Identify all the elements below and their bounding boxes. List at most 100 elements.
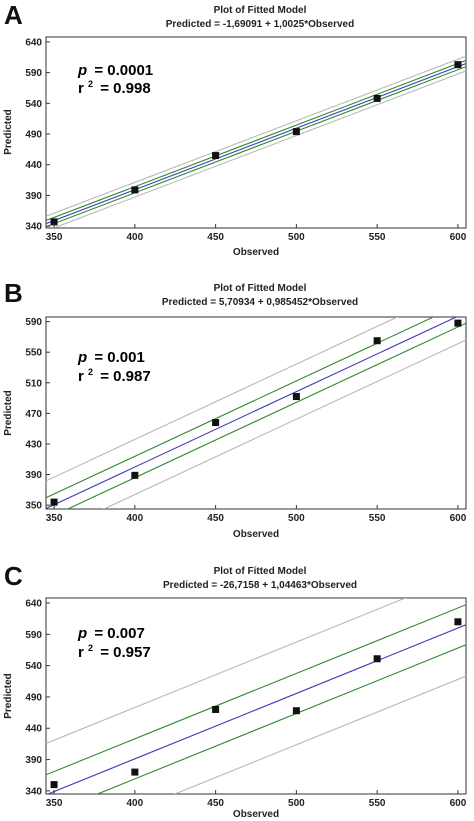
x-tick-label-c-400: 400	[127, 798, 144, 809]
p-number-c: = 0.007	[94, 625, 144, 642]
y-axis-label-a: Predicted	[3, 109, 14, 155]
p-value-c: p = 0.007	[77, 625, 145, 642]
panel-c: C Plot of Fitted Model Predicted = -26,7…	[3, 561, 467, 820]
y-tick-label-c-340: 340	[25, 786, 42, 797]
data-point-c-5	[373, 655, 381, 663]
x-tick-label-b-550: 550	[369, 513, 386, 524]
y-ticks-c: 340 390 440 490 540 590 640	[25, 599, 50, 797]
prediction-lower-line-b	[102, 339, 466, 509]
x-tick-label-b-450: 450	[207, 513, 224, 524]
data-point-c-4	[292, 707, 300, 715]
data-point-c-6	[454, 618, 462, 626]
r2-symbol-a: r	[78, 80, 84, 97]
data-point-a-5	[373, 94, 381, 102]
y-tick-label-c-440: 440	[25, 724, 42, 735]
data-point-a-2	[131, 186, 139, 194]
r2-sup-a: 2	[88, 79, 93, 89]
plot-lines-a	[46, 55, 466, 228]
confidence-upper-line-a	[46, 59, 466, 222]
plot-points-c	[50, 618, 462, 789]
r2-symbol-b: r	[78, 368, 84, 385]
fitted-line-b	[46, 317, 458, 509]
panel-letter-c: C	[4, 561, 23, 591]
p-symbol-c: p	[77, 625, 87, 642]
x-ticks-a: 350 400 450 500 550 600	[46, 224, 467, 243]
prediction-upper-line-c	[46, 598, 407, 744]
panel-letter-b: B	[4, 278, 23, 308]
chart-subtitle-c: Predicted = -26,7158 + 1,04463*Observed	[163, 580, 357, 591]
y-tick-label-a-590: 590	[25, 68, 42, 79]
p-number-a: = 0.0001	[94, 62, 153, 79]
data-point-a-4	[292, 128, 300, 136]
y-ticks-a: 340 390 440 490 540 590 640	[25, 37, 50, 233]
chart-title-a: Plot of Fitted Model	[214, 5, 307, 16]
confidence-upper-line-b	[46, 317, 435, 499]
data-point-c-3	[212, 705, 220, 713]
x-tick-label-b-500: 500	[288, 513, 305, 524]
x-axis-label-a: Observed	[233, 247, 279, 258]
x-tick-label-a-400: 400	[127, 232, 144, 243]
p-symbol-b: p	[77, 349, 87, 366]
r2-value-c: r 2 = 0.957	[78, 638, 151, 661]
y-tick-label-c-390: 390	[25, 755, 42, 766]
x-tick-label-c-550: 550	[369, 798, 386, 809]
x-tick-label-b-600: 600	[450, 513, 467, 524]
y-tick-label-b-550: 550	[25, 348, 42, 359]
x-tick-label-c-500: 500	[288, 798, 305, 809]
p-value-a: p = 0.0001	[77, 62, 153, 79]
prediction-lower-line-a	[52, 70, 466, 228]
r2-symbol-c: r	[78, 644, 84, 661]
x-tick-label-a-350: 350	[46, 232, 63, 243]
data-point-b-2	[131, 471, 139, 479]
y-axis-label-b: Predicted	[3, 390, 14, 436]
data-point-c-2	[131, 768, 139, 776]
chart-subtitle-b: Predicted = 5,70934 + 0,985452*Observed	[162, 297, 358, 308]
x-tick-label-a-600: 600	[450, 232, 467, 243]
confidence-upper-line-c	[46, 604, 466, 776]
p-symbol-a: p	[77, 62, 87, 79]
y-tick-label-c-590: 590	[25, 630, 42, 641]
plot-frame-a	[45, 36, 467, 229]
r2-value-b: r 2 = 0.987	[78, 362, 151, 385]
panel-b: B Plot of Fitted Model Predicted = 5,709…	[3, 278, 467, 540]
x-tick-label-a-550: 550	[369, 232, 386, 243]
y-tick-label-a-390: 390	[25, 191, 42, 202]
plot-lines-b	[46, 317, 466, 509]
y-tick-label-b-510: 510	[25, 378, 42, 389]
data-point-b-1	[50, 498, 58, 506]
y-tick-label-a-640: 640	[25, 37, 42, 48]
fitted-line-c	[46, 624, 466, 794]
prediction-lower-line-c	[173, 675, 466, 794]
p-number-b: = 0.001	[94, 349, 144, 366]
y-tick-label-a-490: 490	[25, 130, 42, 141]
plot-points-a	[50, 61, 462, 226]
y-ticks-b: 350 390 430 470 510 550 590	[25, 317, 50, 512]
x-ticks-b: 350 400 450 500 550 600	[46, 505, 467, 524]
data-point-a-1	[50, 218, 58, 226]
r2-number-a: = 0.998	[100, 80, 150, 97]
y-tick-label-b-590: 590	[25, 317, 42, 328]
y-tick-label-b-390: 390	[25, 470, 42, 481]
r2-number-b: = 0.987	[100, 368, 150, 385]
y-tick-label-c-490: 490	[25, 692, 42, 703]
data-point-b-6	[454, 319, 462, 327]
y-tick-label-a-440: 440	[25, 160, 42, 171]
confidence-lower-line-b	[66, 322, 466, 509]
r2-value-a: r 2 = 0.998	[78, 74, 151, 97]
confidence-lower-line-c	[96, 644, 466, 794]
x-axis-label-b: Observed	[233, 529, 279, 540]
chart-title-c: Plot of Fitted Model	[214, 566, 307, 577]
x-tick-label-c-450: 450	[207, 798, 224, 809]
prediction-upper-line-a	[46, 55, 466, 217]
panel-letter-a: A	[4, 0, 23, 30]
r2-sup-b: 2	[88, 367, 93, 377]
x-tick-label-b-350: 350	[46, 513, 63, 524]
prediction-upper-line-b	[46, 317, 399, 482]
x-ticks-c: 350 400 450 500 550 600	[46, 790, 467, 809]
x-tick-label-c-600: 600	[450, 798, 467, 809]
data-point-a-3	[212, 152, 220, 160]
y-tick-label-c-540: 540	[25, 661, 42, 672]
y-tick-label-a-340: 340	[25, 222, 42, 233]
y-axis-label-c: Predicted	[3, 673, 14, 719]
